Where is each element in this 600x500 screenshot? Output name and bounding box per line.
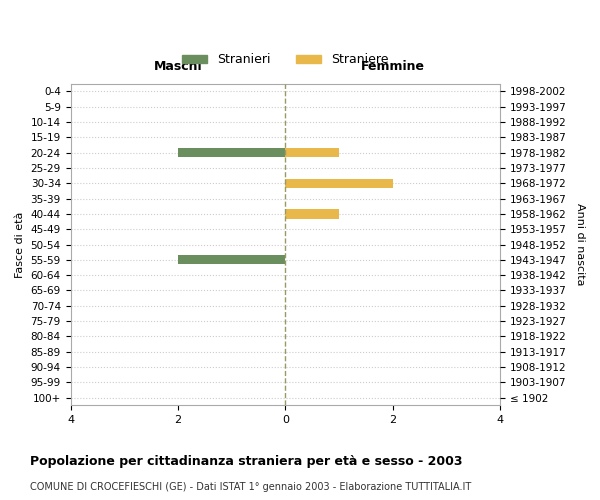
Bar bbox=[286, 210, 339, 218]
Bar bbox=[286, 148, 339, 158]
Text: COMUNE DI CROCEFIESCHI (GE) - Dati ISTAT 1° gennaio 2003 - Elaborazione TUTTITAL: COMUNE DI CROCEFIESCHI (GE) - Dati ISTAT… bbox=[30, 482, 471, 492]
Legend: Stranieri, Straniere: Stranieri, Straniere bbox=[178, 48, 394, 72]
Bar bbox=[286, 178, 393, 188]
Text: Maschi: Maschi bbox=[154, 60, 202, 73]
Y-axis label: Fasce di età: Fasce di età bbox=[15, 212, 25, 278]
Text: Popolazione per cittadinanza straniera per età e sesso - 2003: Popolazione per cittadinanza straniera p… bbox=[30, 455, 463, 468]
Text: Femmine: Femmine bbox=[361, 60, 425, 73]
Bar bbox=[178, 256, 286, 264]
Bar bbox=[178, 148, 286, 158]
Y-axis label: Anni di nascita: Anni di nascita bbox=[575, 204, 585, 286]
